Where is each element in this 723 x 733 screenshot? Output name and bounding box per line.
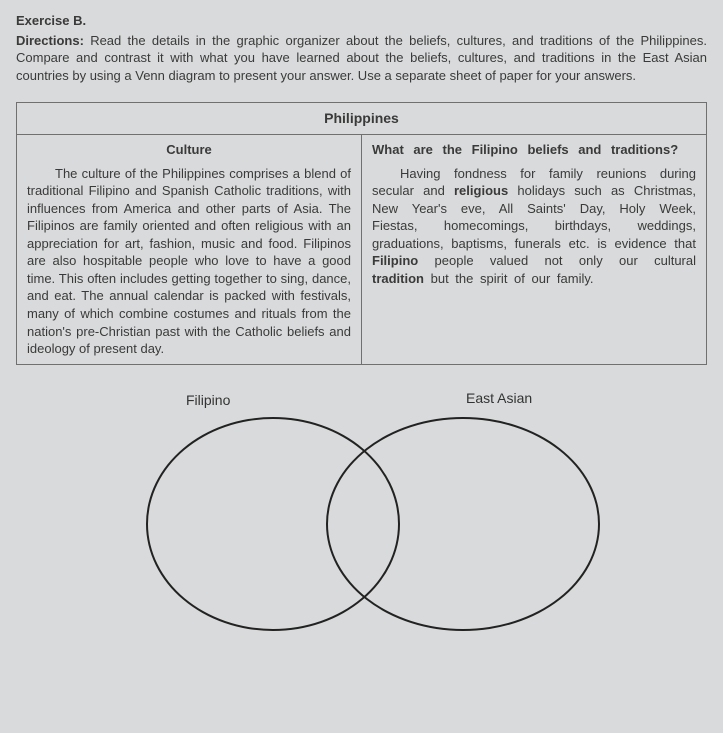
- table-right-body: Having fondness for family reunions duri…: [372, 165, 696, 288]
- rb-post: but the spirit of our family.: [424, 271, 594, 286]
- exercise-label: Exercise B.: [16, 12, 707, 30]
- venn-diagram: Filipino East Asian: [16, 387, 707, 637]
- directions: Directions: Read the details in the grap…: [16, 32, 707, 85]
- table-right-cell: What are the Filipino beliefs and tradit…: [362, 135, 707, 365]
- rb-mid2: people valued not only our cultural: [418, 253, 696, 268]
- info-table: Philippines Culture The culture of the P…: [16, 102, 707, 364]
- table-left-cell: Culture The culture of the Philippines c…: [17, 135, 362, 365]
- rb-b2: Filipino: [372, 253, 418, 268]
- venn-right-circle: [326, 417, 600, 631]
- rb-b1: religious: [454, 183, 508, 198]
- directions-label: Directions:: [16, 33, 84, 48]
- table-left-body: The culture of the Philippines comprises…: [27, 165, 351, 358]
- directions-text: Read the details in the graphic organize…: [16, 33, 707, 83]
- venn-right-label: East Asian: [466, 389, 532, 408]
- table-left-title: Culture: [27, 141, 351, 159]
- table-right-title: What are the Filipino beliefs and tradit…: [372, 141, 696, 159]
- table-main-title: Philippines: [17, 103, 707, 135]
- venn-left-label: Filipino: [186, 391, 230, 410]
- rb-b3: tradition: [372, 271, 424, 286]
